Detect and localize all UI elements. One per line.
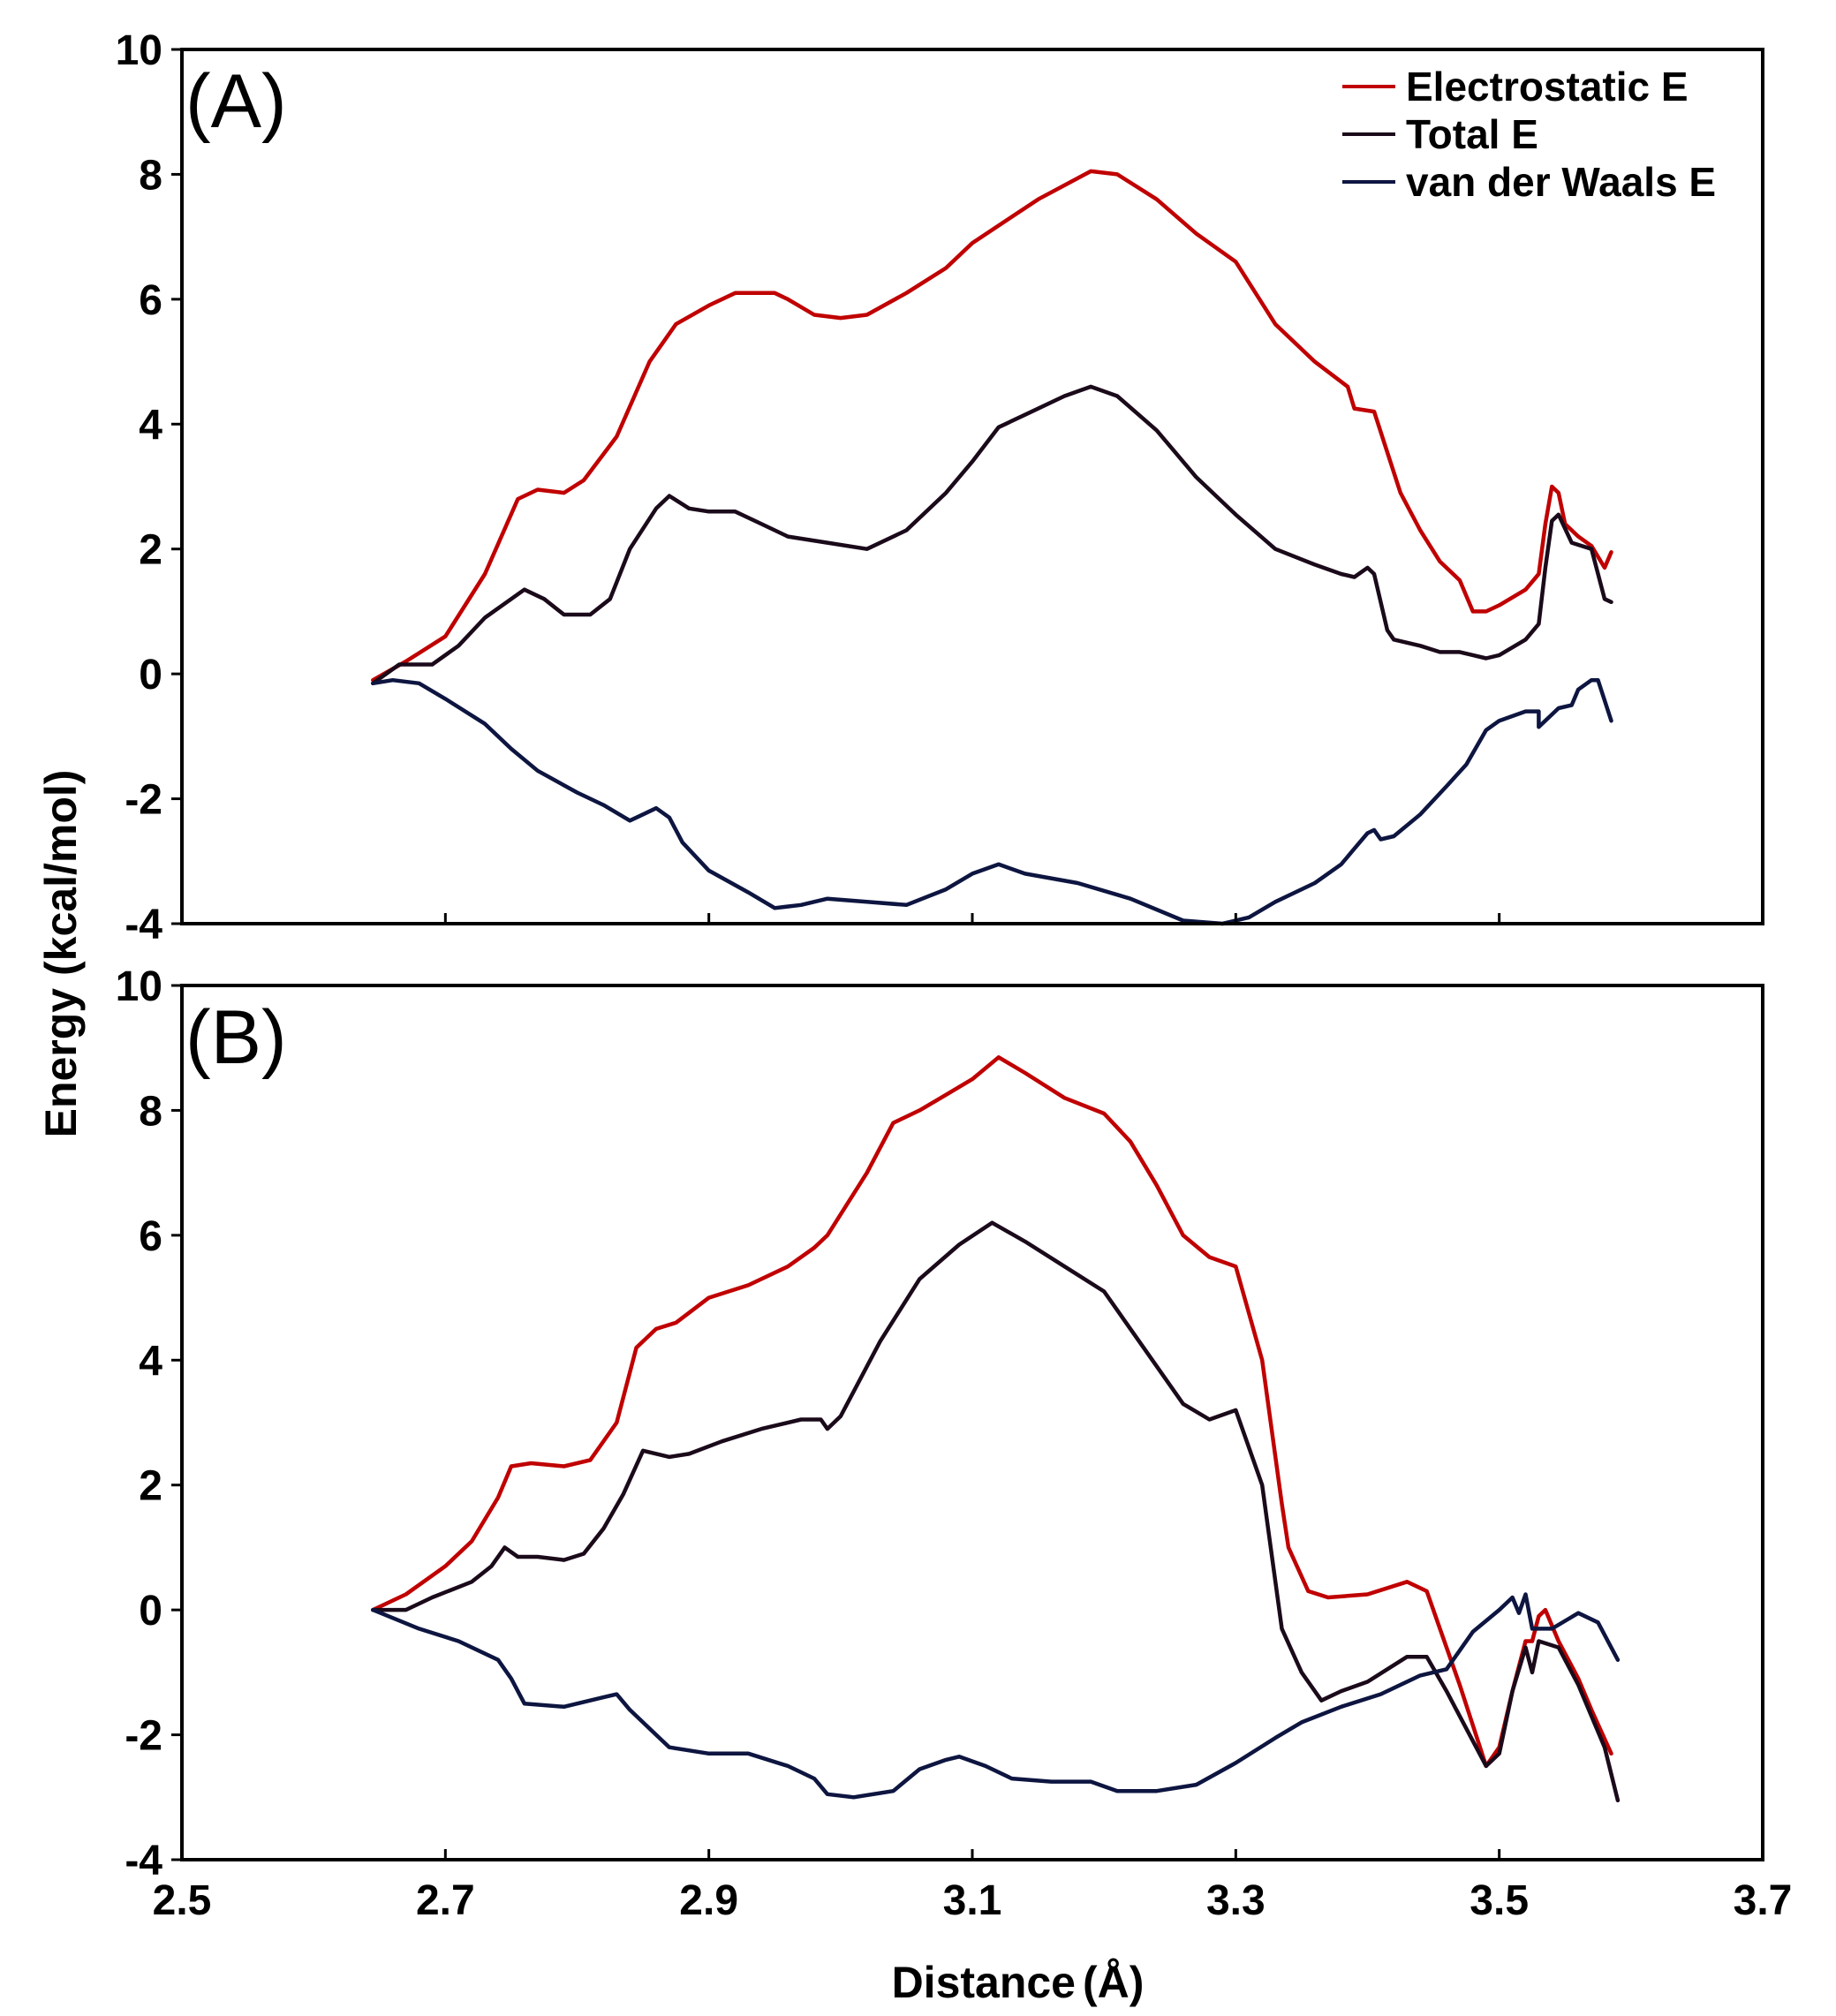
series-total-e-panel-b [371,1220,1621,1803]
x-tick-label: 2.7 [416,1877,475,1924]
x-tick-label: 2.9 [679,1877,738,1924]
panel-a: (A) -4 -2 0 2 4 6 8 10 Electrostatic E Total E … [116,27,1764,948]
y-tick-label: 0 [139,652,162,698]
y-tick-label: 2 [139,527,162,574]
x-axis-unit: (Å) [1083,1958,1144,2007]
legend-label-vdw: van der Waals E [1406,159,1716,205]
series-van-der-waals-e-panel-b [371,1592,1621,1800]
y-tick-label: 8 [139,152,162,199]
legend-label-electrostatic: Electrostatic E [1406,64,1689,109]
panel-b-frame [180,984,1764,1861]
x-tick-label: 3.7 [1734,1877,1793,1924]
y-tick-label: 4 [139,402,162,449]
panel-b: (B) -4 -2 0 2 4 6 8 10 2.5 2.7 2.9 3.1 3.3 3.5 3.7 [116,963,1793,1924]
legend-label-total: Total E [1406,111,1538,157]
y-axis-title: Energy (kcal/mol) [36,770,86,1138]
series-total-e-panel-a [371,384,1613,686]
y-tick-label: 10 [116,27,162,74]
x-tick-label: 3.5 [1470,1877,1529,1924]
panel-a-label: (A) [185,59,287,144]
y-tick-label: 2 [139,1463,162,1510]
y-tick-label: 10 [116,963,162,1010]
y-tick-label: -4 [125,902,162,948]
panel-b-label: (B) [185,995,287,1080]
legend: Electrostatic E Total E van der Waals E [1342,64,1716,205]
y-tick-label: 0 [139,1588,162,1635]
y-tick-label: -2 [125,777,162,824]
y-tick-label: 8 [139,1088,162,1135]
y-tick-label: 6 [139,277,162,324]
y-tick-label: 6 [139,1213,162,1260]
x-axis-title: Distance [892,1958,1076,2007]
panel-a-frame [180,48,1764,925]
x-tick-label: 3.3 [1206,1877,1266,1924]
y-tick-label: 4 [139,1338,162,1385]
series-electrostatic-e-panel-b [371,1055,1613,1769]
x-tick-label: 3.1 [943,1877,1002,1924]
series-van-der-waals-e-panel-a [371,677,1613,926]
series-electrostatic-e-panel-a [371,169,1613,683]
y-tick-label: -4 [125,1838,162,1884]
x-tick-label: 2.5 [153,1877,212,1924]
y-tick-label: -2 [125,1713,162,1760]
